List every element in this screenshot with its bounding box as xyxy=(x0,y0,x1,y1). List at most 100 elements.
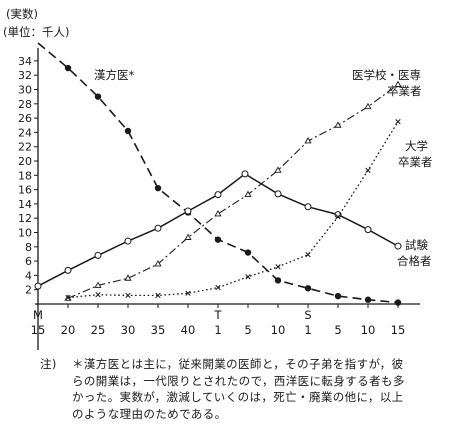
data-point xyxy=(364,102,372,110)
x-tick-label: 25 xyxy=(91,323,106,337)
data-point xyxy=(275,264,281,270)
data-point xyxy=(34,282,42,290)
era-label: T xyxy=(213,308,222,322)
y-tick-label: 32 xyxy=(18,69,32,82)
x-tick-label: 10 xyxy=(271,323,286,337)
data-point xyxy=(304,203,312,211)
series-line xyxy=(67,84,399,299)
footnote-line: のような理由のためである。 xyxy=(72,406,227,421)
data-point xyxy=(274,190,282,198)
y-axis-unit: (単位：千人) xyxy=(3,25,69,39)
data-point xyxy=(394,299,402,306)
series-line xyxy=(67,121,399,299)
y-tick-label: 20 xyxy=(18,155,32,168)
x-tick-label: 10 xyxy=(361,323,376,337)
data-point xyxy=(64,64,72,72)
data-point xyxy=(125,292,131,299)
data-point xyxy=(184,207,192,215)
data-point xyxy=(395,119,401,125)
x-tick-label: 15 xyxy=(31,323,46,337)
x-tick-label: 5 xyxy=(244,323,251,337)
data-point xyxy=(124,237,132,245)
series-line xyxy=(37,42,399,304)
data-point xyxy=(185,290,191,296)
y-tick-label: 2 xyxy=(25,284,32,297)
series-layer xyxy=(34,42,402,306)
label-igakko-line2: 卒業者 xyxy=(387,84,422,98)
data-point xyxy=(154,260,162,267)
data-point xyxy=(214,209,222,217)
data-point xyxy=(154,224,162,232)
footnote-label: 注) xyxy=(40,357,57,371)
label-daigaku-line1: 大学 xyxy=(405,139,428,153)
data-point xyxy=(335,214,341,220)
label-daigaku-line2: 卒業者 xyxy=(398,155,433,169)
y-tick-label: 30 xyxy=(18,84,32,97)
data-point xyxy=(65,294,71,301)
era-label: M xyxy=(33,308,43,322)
x-tick-label: 30 xyxy=(121,323,136,337)
label-shiken-line2: 合格者 xyxy=(397,254,432,268)
data-point xyxy=(365,167,371,173)
line-chart: (実数) (単位：千人) 246810121416182022242628303… xyxy=(3,7,433,350)
data-point xyxy=(215,284,221,291)
footnote-line: らの開業は，一代限りとされたので，西洋医に転身する者も多 xyxy=(72,373,405,388)
label-shiken-line1: 試験 xyxy=(405,238,428,252)
data-point xyxy=(124,127,132,135)
data-point xyxy=(394,242,402,250)
series-3 xyxy=(65,119,401,301)
y-tick-label: 4 xyxy=(25,269,32,282)
data-point xyxy=(64,266,72,274)
data-point xyxy=(305,252,311,258)
x-tick-label: 1 xyxy=(214,323,221,337)
era-label: S xyxy=(304,308,311,322)
y-tick-label: 14 xyxy=(18,198,32,211)
data-point xyxy=(241,170,249,178)
y-tick-label: 18 xyxy=(18,169,32,182)
data-point xyxy=(244,249,252,256)
data-point xyxy=(94,93,102,100)
label-igakko-line1: 医学校・医専 xyxy=(352,68,421,82)
series-0 xyxy=(37,42,402,306)
data-point xyxy=(124,274,132,281)
data-point xyxy=(94,281,102,288)
data-point xyxy=(364,226,372,234)
data-point xyxy=(245,274,251,280)
data-point xyxy=(274,277,282,284)
data-point xyxy=(364,296,372,303)
y-tick-label: 28 xyxy=(18,98,32,111)
data-point xyxy=(184,233,192,240)
x-tick-label: 15 xyxy=(391,323,406,337)
y-tick-label: 6 xyxy=(25,255,32,268)
series-1 xyxy=(34,170,402,290)
y-tick-label: 8 xyxy=(25,241,32,254)
data-point xyxy=(155,292,161,299)
data-point xyxy=(304,137,312,144)
y-tick-label: 26 xyxy=(18,112,32,125)
data-point xyxy=(334,121,342,128)
data-point xyxy=(334,292,342,300)
y-tick-label: 34 xyxy=(18,55,32,68)
x-tick-label: 5 xyxy=(334,323,341,337)
data-point xyxy=(304,285,312,292)
y-tick-label: 10 xyxy=(18,227,32,240)
x-tick-label: 20 xyxy=(61,323,76,337)
y-tick-label: 12 xyxy=(18,212,32,225)
y-tick-label: 24 xyxy=(18,126,32,139)
y-tick-label: 22 xyxy=(18,141,32,154)
series-labels: 漢方医* 医学校・医専 卒業者 大学 卒業者 試験 合格者 xyxy=(94,68,433,268)
x-tick-label: 40 xyxy=(181,323,196,337)
data-point xyxy=(214,236,222,243)
footnote-body: ＊漢方医とは主に，従来開業の医師と，その子弟を指すが，彼 らの開業は，一代限りと… xyxy=(72,356,462,422)
y-axis-title: (実数) xyxy=(6,7,38,21)
y-tick-label: 16 xyxy=(18,184,32,197)
data-point xyxy=(214,191,222,199)
footnote-line: ＊漢方医とは主に，従来開業の医師と，その子弟を指すが，彼 xyxy=(72,357,404,371)
x-tick-label: 1 xyxy=(304,323,311,337)
x-tick-label: 35 xyxy=(151,323,166,337)
series-line xyxy=(37,172,399,287)
data-point xyxy=(244,190,252,198)
data-point xyxy=(94,251,102,259)
label-kampo: 漢方医* xyxy=(94,68,134,82)
